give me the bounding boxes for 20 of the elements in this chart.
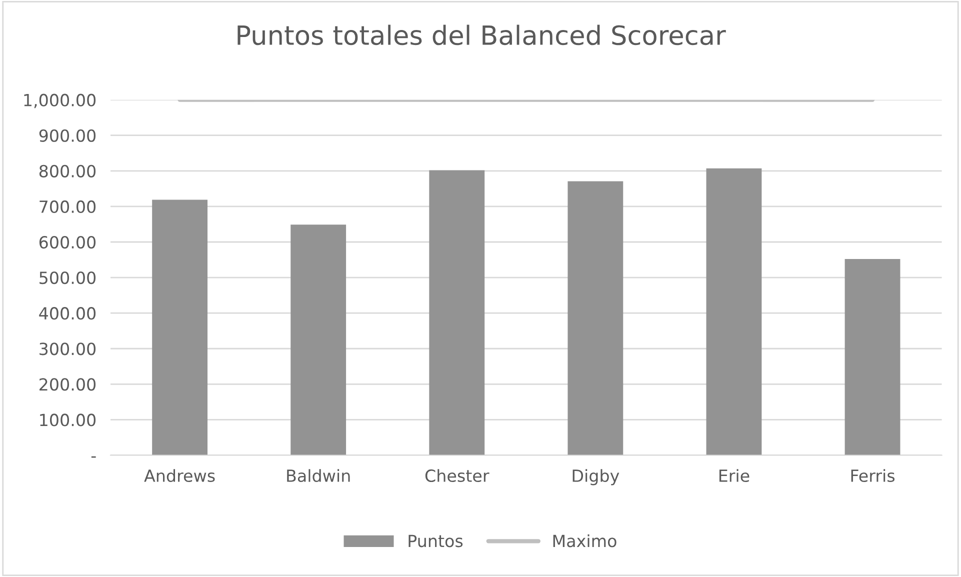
y-tick-label: 1,000.00	[24, 94, 96, 108]
y-tick-label: 500.00	[40, 272, 96, 284]
x-tick-label: Chester	[425, 469, 490, 482]
y-tick-label: 800.00	[39, 164, 96, 178]
x-tick-label: Baldwin	[287, 469, 350, 482]
y-tick-label: 100.00	[40, 414, 96, 426]
x-tick-label: Ferris	[851, 469, 895, 482]
chart-title: Puntos totales del Balanced Scorecar	[238, 24, 726, 46]
legend-label: Puntos	[408, 534, 463, 548]
y-tick-label: 300.00	[40, 342, 96, 356]
x-tick-label: Andrews	[144, 469, 215, 482]
legend-label: Maximo	[553, 534, 616, 548]
x-tick-label: Digby	[572, 469, 620, 486]
y-tick-label: 700.00	[40, 200, 96, 214]
x-tick-label: Erie	[719, 469, 750, 482]
y-tick-label: -	[91, 456, 96, 458]
y-tick-label: 600.00	[39, 236, 96, 249]
y-tick-label: 900.00	[39, 129, 96, 142]
y-tick-label: 200.00	[40, 378, 96, 391]
y-tick-label: 400.00	[39, 307, 96, 320]
